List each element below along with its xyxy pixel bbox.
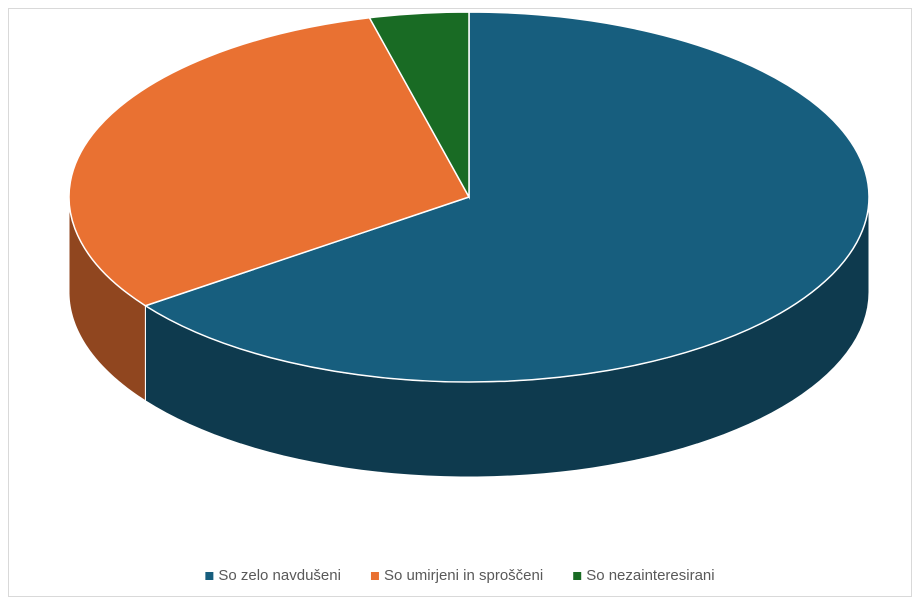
slice	[143, 11, 870, 383]
legend-label: So umirjeni in sproščeni	[384, 567, 543, 584]
slice	[368, 11, 470, 200]
legend-label: So nezainteresirani	[586, 567, 714, 584]
slice	[68, 17, 471, 307]
legend-label: So zelo navdušeni	[218, 567, 341, 584]
legend-marker	[573, 572, 582, 580]
legend-marker	[205, 572, 214, 580]
legend-marker	[370, 572, 379, 580]
